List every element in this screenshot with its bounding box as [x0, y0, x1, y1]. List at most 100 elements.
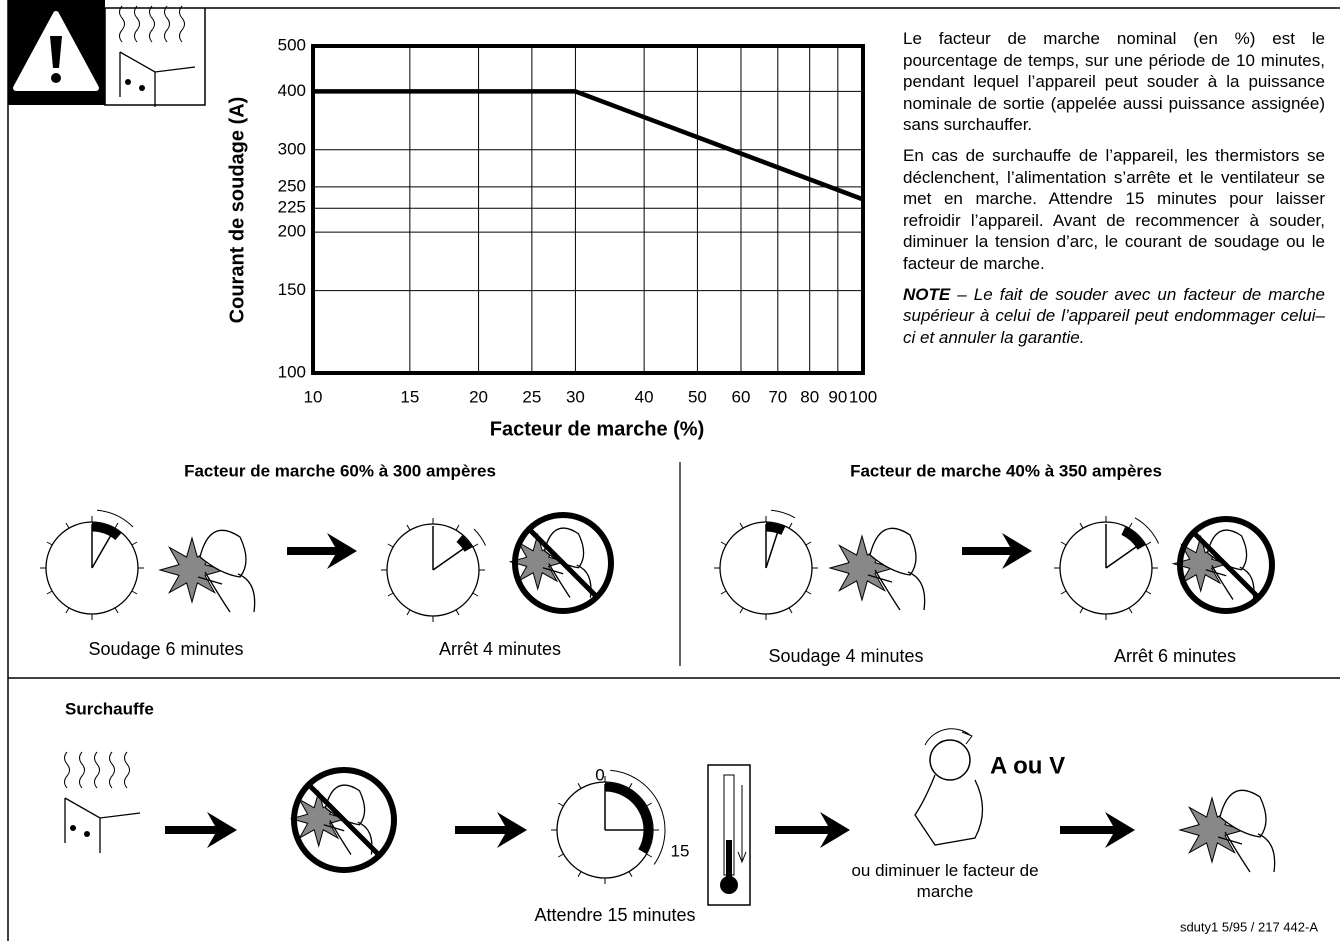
knob: [125, 79, 131, 85]
clock-tick: [66, 608, 69, 613]
clock-tick: [721, 591, 726, 594]
clock-tick: [721, 542, 726, 545]
y-tick-label: 300: [278, 139, 306, 158]
clock-tick: [629, 872, 632, 877]
clock-tick: [456, 610, 459, 615]
clock-tick: [806, 542, 811, 545]
arrow: [455, 812, 527, 848]
section-title: Surchauffe: [65, 699, 154, 718]
clock-tick: [407, 525, 410, 530]
clock-tick: [115, 523, 118, 528]
clock-tick: [407, 610, 410, 615]
control-label: A ou V: [990, 752, 1065, 779]
x-axis-label: Facteur de marche (%): [490, 418, 705, 440]
cabinet: [65, 798, 140, 853]
caption: Soudage 6 minutes: [88, 639, 243, 659]
clock-tick: [647, 803, 652, 806]
x-tick-label: 20: [469, 387, 488, 406]
x-tick-label: 25: [522, 387, 541, 406]
arrow: [775, 812, 850, 848]
example-title: Facteur de marche 40% à 350 ampères: [850, 461, 1162, 480]
clock-tick: [1080, 608, 1083, 613]
x-tick-label: 80: [800, 387, 819, 406]
clock-tick: [66, 523, 69, 528]
heat-wave: [65, 752, 70, 788]
x-tick-label: 50: [688, 387, 707, 406]
arrow: [165, 812, 237, 848]
clock-tick: [740, 523, 743, 528]
clock-tick: [1146, 542, 1151, 545]
heat-wave: [95, 752, 100, 788]
y-tick-label: 225: [278, 198, 306, 217]
caption: Soudage 4 minutes: [768, 646, 923, 666]
knob: [139, 85, 145, 91]
arrow: [287, 533, 357, 569]
caption: Arrêt 6 minutes: [1114, 646, 1236, 666]
y-axis-label: Courant de soudage (A): [226, 97, 248, 324]
clock-tick: [1129, 523, 1132, 528]
x-tick-label: 40: [635, 387, 654, 406]
x-tick-label: 30: [566, 387, 585, 406]
clock-tick: [132, 591, 137, 594]
clock-tick: [1146, 591, 1151, 594]
note-label: NOTE: [903, 285, 950, 304]
clock-sector: [766, 527, 783, 531]
x-tick-label: 70: [768, 387, 787, 406]
clock-tick: [132, 542, 137, 545]
x-tick-label: 15: [400, 387, 419, 406]
x-tick-label: 100: [849, 387, 877, 406]
control-knob: [930, 740, 970, 780]
footer: sduty1 5/95 / 217 442-A: [1180, 919, 1318, 934]
caption: Arrêt 4 minutes: [439, 639, 561, 659]
clock-tick: [740, 608, 743, 613]
y-tick-label: 250: [278, 176, 306, 195]
note-text: – Le fait de souder avec un facteur de m…: [903, 285, 1325, 347]
clock-tick: [388, 544, 393, 547]
heat-wave: [110, 752, 115, 788]
thermometer-fill: [726, 840, 732, 880]
example-title: Facteur de marche 60% à 300 ampères: [184, 461, 496, 480]
clock-tick: [1129, 608, 1132, 613]
knob: [84, 831, 90, 837]
clock-tick: [578, 872, 581, 877]
warning-dot: [51, 73, 61, 83]
clock-tick: [789, 523, 792, 528]
clock-label: 15: [671, 841, 690, 860]
clock-tick: [47, 542, 52, 545]
clock-tick: [806, 591, 811, 594]
data-line: [313, 91, 863, 199]
heat-wave: [125, 752, 130, 788]
page: Facteur de marche (%) Courant de soudage…: [0, 0, 1340, 941]
y-tick-label: 100: [278, 362, 306, 381]
control-caption: ou diminuer le facteur de marche: [830, 860, 1060, 902]
y-tick-label: 500: [278, 35, 306, 54]
caption: Attendre 15 minutes: [534, 905, 695, 925]
knob: [70, 825, 76, 831]
clock-tick: [47, 591, 52, 594]
clock-tick: [558, 803, 563, 806]
arrow: [1060, 812, 1135, 848]
clock-tick: [456, 525, 459, 530]
hand: [915, 775, 983, 845]
clock-tick: [1061, 591, 1066, 594]
clock-tick: [558, 854, 563, 857]
note: NOTE – Le fait de souder avec un facteur…: [903, 284, 1325, 349]
clock-tick: [1061, 542, 1066, 545]
motion-arrow: [474, 529, 486, 546]
arrow: [962, 533, 1032, 569]
clock-tick: [1080, 523, 1083, 528]
y-tick-label: 150: [278, 280, 306, 299]
clock-tick: [388, 593, 393, 596]
clock-tick: [647, 854, 652, 857]
clock-tick: [473, 544, 478, 547]
clock-tick: [629, 783, 632, 788]
y-tick-label: 400: [278, 81, 306, 100]
clock-tick: [473, 593, 478, 596]
y-tick-label: 200: [278, 222, 306, 241]
paragraph: En cas de surchauffe de l’appareil, les …: [903, 145, 1325, 275]
clock-tick: [115, 608, 118, 613]
thermometer-bulb: [720, 876, 738, 894]
clock-tick: [578, 783, 581, 788]
x-tick-label: 60: [732, 387, 751, 406]
paragraph: Le facteur de marche nominal (en %) est …: [903, 28, 1325, 136]
